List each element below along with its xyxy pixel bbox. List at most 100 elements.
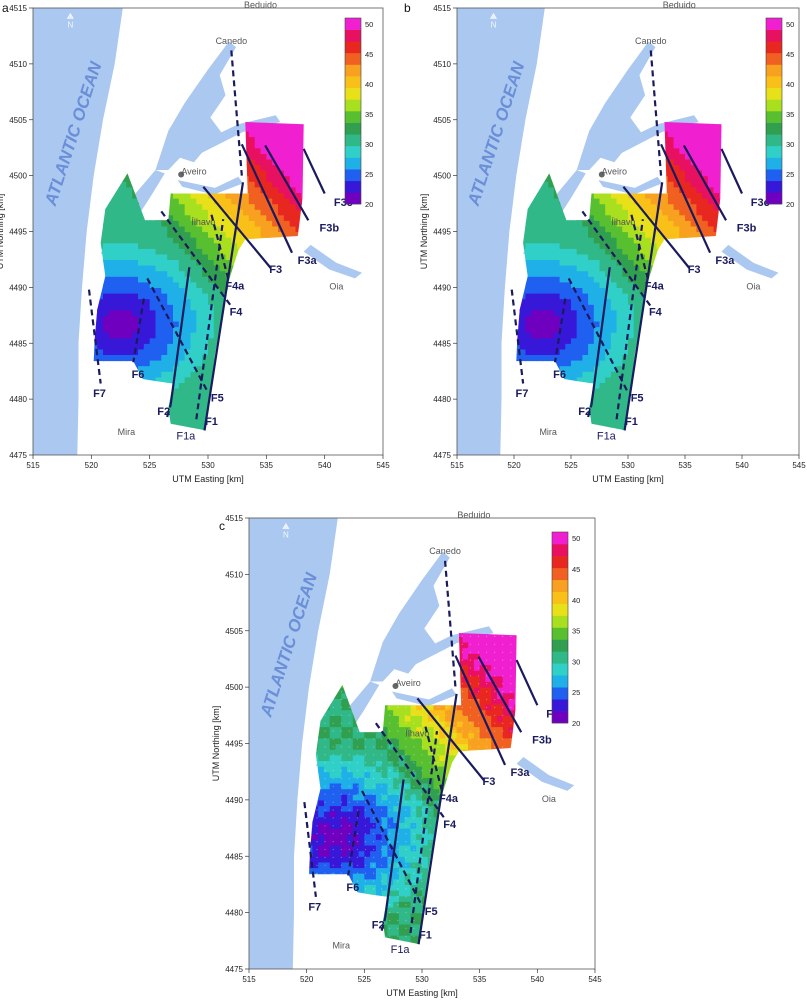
y-tick-label: 4495: [433, 228, 451, 237]
colorbar-segment: [766, 169, 782, 181]
colorbar-segment: [552, 711, 568, 723]
y-tick-label: 4485: [225, 852, 243, 861]
colorbar-segment: [552, 568, 568, 580]
place-label: Oia: [542, 794, 556, 804]
fault-label: F1a: [597, 430, 617, 442]
fault-label: F5: [631, 392, 644, 404]
fault-label: F4a: [645, 281, 665, 293]
colorbar-segment: [345, 111, 361, 123]
colorbar-tick-label: 40: [786, 80, 794, 89]
y-tick-label: 4500: [225, 683, 243, 692]
colorbar-segment: [345, 76, 361, 88]
fault-label: F1a: [176, 430, 196, 442]
colorbar-tick-label: 30: [786, 140, 794, 149]
place-label: Aveiro: [395, 678, 420, 688]
place-label: Aveiro: [602, 167, 627, 177]
y-tick-label: 4515: [433, 4, 451, 13]
colorbar-tick-label: 45: [572, 565, 580, 574]
x-axis-label: UTM Easting [km]: [386, 988, 458, 998]
y-tick-label: 4490: [9, 283, 27, 292]
x-tick-label: 545: [376, 461, 390, 470]
y-tick-label: 4495: [9, 228, 27, 237]
colorbar-segment: [345, 158, 361, 170]
y-tick-label: 4505: [433, 116, 451, 125]
colorbar-segment: [345, 134, 361, 146]
fault-label: F6: [132, 369, 145, 381]
colorbar-tick-label: 25: [572, 688, 580, 697]
colorbar-segment: [766, 134, 782, 146]
colorbar-segment: [766, 53, 782, 65]
fault-label: F3b: [737, 223, 757, 235]
colorbar-segment: [766, 30, 782, 42]
colorbar-tick-label: 20: [365, 200, 373, 209]
colorbar-segment: [766, 41, 782, 53]
colorbar-segment: [345, 169, 361, 181]
x-tick-label: 530: [415, 975, 429, 984]
y-tick-label: 4475: [225, 965, 243, 974]
colorbar-tick-label: 45: [365, 50, 373, 59]
y-tick-label: 4510: [433, 60, 451, 69]
y-tick-label: 4515: [225, 514, 243, 523]
colorbar-segment: [766, 76, 782, 88]
colorbar-tick-label: 35: [365, 110, 373, 119]
colorbar-segment: [766, 111, 782, 123]
place-label: Canedo: [429, 546, 461, 556]
x-tick-label: 530: [201, 461, 215, 470]
fault-label: F6: [346, 882, 359, 894]
colorbar-segment: [766, 65, 782, 77]
colorbar-segment: [345, 53, 361, 65]
place-label: Mira: [118, 427, 136, 437]
place-label: Beduido: [457, 510, 490, 520]
colorbar-segment: [552, 532, 568, 544]
place-label: Beduido: [244, 0, 277, 10]
y-tick-label: 4485: [433, 339, 451, 348]
y-tick-label: 4505: [225, 627, 243, 636]
colorbar-segment: [552, 556, 568, 568]
north-label: N: [283, 531, 289, 540]
colorbar-segment: [766, 99, 782, 111]
colorbar-segment: [552, 616, 568, 628]
colorbar-tick-label: 20: [572, 719, 580, 728]
colorbar-segment: [766, 158, 782, 170]
x-tick-label: 515: [26, 461, 40, 470]
colorbar-segment: [766, 146, 782, 158]
y-tick-label: 4480: [9, 395, 27, 404]
fault-label: F3b: [532, 735, 552, 747]
y-axis-label: UTM Northing [km]: [0, 194, 5, 270]
place-label: Canedo: [635, 36, 667, 46]
colorbar-segment: [766, 181, 782, 193]
place-label: Canedo: [216, 36, 248, 46]
y-tick-label: 4510: [225, 570, 243, 579]
colorbar-tick-label: 40: [365, 80, 373, 89]
place-label: Mira: [333, 941, 351, 951]
x-tick-label: 535: [473, 975, 487, 984]
y-tick-label: 4500: [9, 172, 27, 181]
colorbar-tick-label: 25: [786, 170, 794, 179]
fault-label: F6: [553, 369, 566, 381]
x-tick-label: 520: [507, 461, 521, 470]
colorbar-segment: [345, 65, 361, 77]
place-label: Aveiro: [181, 167, 206, 177]
fault-label: F1a: [391, 944, 411, 956]
fault-label: F1: [419, 930, 432, 942]
fault-label: F1: [625, 416, 638, 428]
x-tick-label: 525: [564, 461, 578, 470]
x-tick-label: 540: [318, 461, 332, 470]
colorbar-segment: [345, 146, 361, 158]
y-tick-label: 4475: [9, 451, 27, 460]
x-tick-label: 535: [678, 461, 692, 470]
colorbar-segment: [345, 99, 361, 111]
colorbar-segment: [552, 628, 568, 640]
colorbar-segment: [345, 181, 361, 193]
x-tick-label: 545: [588, 975, 602, 984]
fault-label: F3a: [298, 255, 318, 267]
y-tick-label: 4490: [433, 283, 451, 292]
colorbar-tick-label: 50: [365, 20, 373, 29]
fault-label: F5: [211, 392, 224, 404]
fault-label: F4: [230, 306, 244, 318]
colorbar-segment: [552, 639, 568, 651]
y-tick-label: 4475: [433, 451, 451, 460]
